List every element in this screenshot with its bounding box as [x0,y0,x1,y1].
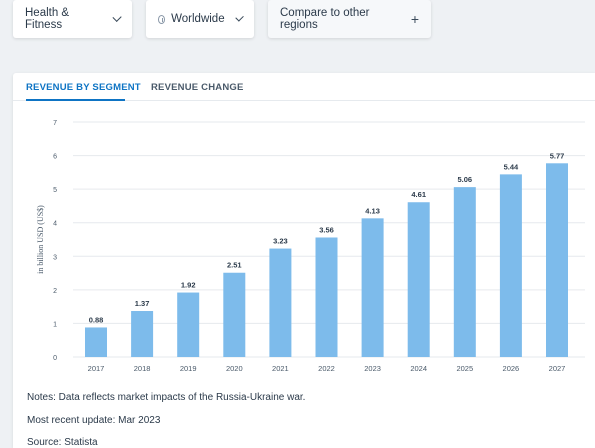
bar [499,174,522,357]
x-tick-label: 2022 [318,364,335,373]
segment-dropdown[interactable]: Health & Fitness [13,0,132,38]
info-icon [158,14,166,24]
filter-bar: Health & Fitness Worldwide Compare to ot… [0,0,595,56]
x-tick-label: 2021 [272,364,289,373]
active-tab-indicator [26,99,125,101]
bar-value-label: 2.51 [227,261,242,270]
x-tick-label: 2018 [134,364,151,373]
region-dropdown-label: Worldwide [171,13,225,25]
chevron-down-icon [234,12,244,22]
x-tick-label: 2020 [226,364,243,373]
bar-value-label: 5.77 [550,151,565,160]
compare-regions-button[interactable]: Compare to other regions + [268,0,431,38]
chevron-down-icon [112,12,122,22]
x-tick-label: 2024 [410,364,427,373]
bar-value-label: 4.13 [365,206,380,215]
bar [315,237,338,357]
bar-value-label: 1.92 [181,281,196,290]
bar [546,163,568,357]
y-tick-label: 0 [53,355,57,362]
x-tick-label: 2023 [364,364,381,373]
bar [453,187,476,357]
bar [177,292,200,357]
compare-regions-label: Compare to other regions [280,7,370,31]
y-tick-label: 5 [53,187,57,194]
bar-value-label: 3.56 [319,225,334,234]
bar-value-label: 5.06 [457,175,472,184]
y-tick-label: 1 [53,321,57,328]
region-dropdown[interactable]: Worldwide [146,0,254,38]
x-tick-label: 2019 [180,364,197,373]
y-tick-label: 3 [53,254,57,261]
x-tick-label: 2025 [456,364,473,373]
segment-dropdown-label: Health & Fitness [25,7,70,31]
bar-value-label: 1.37 [135,299,150,308]
chart-note: Notes: Data reflects market impacts of t… [27,392,306,403]
update-date: Most recent update: Mar 2023 [27,415,161,426]
bar [269,248,292,357]
y-tick-label: 4 [53,221,57,228]
tab-revenue-change[interactable]: REVENUE CHANGE [151,82,244,93]
bar-value-label: 3.23 [273,237,288,246]
x-tick-label: 2026 [503,364,520,373]
x-tick-label: 2017 [88,364,105,373]
plus-icon: + [410,11,419,27]
y-tick-label: 6 [53,154,57,161]
y-axis-label: in billion USD (US$) [36,205,45,274]
bar [223,272,246,357]
bar [361,218,384,357]
chart-source: Source: Statista [27,437,98,448]
chart-card: REVENUE BY SEGMENT REVENUE CHANGE 0 1 2 3 4 5… [13,73,595,448]
bar [407,202,430,357]
y-tick-label: 2 [53,288,57,295]
bar-value-label: 5.44 [504,162,519,171]
chart-tabs: REVENUE BY SEGMENT REVENUE CHANGE [13,73,595,101]
tab-revenue-by-segment[interactable]: REVENUE BY SEGMENT [26,82,141,93]
y-tick-label: 7 [53,120,57,127]
bar [85,327,107,357]
bar-value-label: 0.88 [89,315,104,324]
bar-value-label: 4.61 [411,190,426,199]
x-tick-label: 2027 [549,364,566,373]
bar [131,311,154,357]
revenue-bar-chart: 0 1 2 3 4 5 6 7 in billion USD (US$) 0.88 2017 1.37… [36,120,585,373]
